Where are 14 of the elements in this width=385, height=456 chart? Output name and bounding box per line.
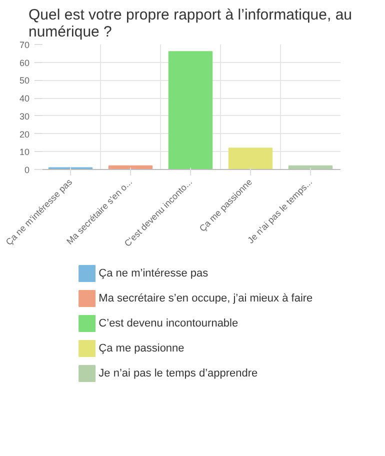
legend-label: Ma secrétaire s’en occupe, j’ai mieux à faire [98,292,313,304]
legend-label: Ça ne m’intéresse pas [98,268,209,280]
chart-title: Quel est votre propre rapport à l’informatique, au numérique ? [28,6,352,40]
y-tick-label: 10 [19,147,30,158]
y-tick-label: 20 [19,129,30,140]
y-tick-label: 30 [19,111,30,122]
y-tick-label: 60 [19,58,30,68]
legend-label: Je n’ai pas le temps d’apprendre [98,368,258,380]
legend-label: Ça me passionne [98,342,184,354]
y-tick-label: 70 [19,40,30,50]
y-tick-label: 40 [19,94,30,104]
y-tick-label: 50 [19,76,30,86]
legend-label: C’est devenu incontournable [98,318,238,330]
y-tick-label: 0 [24,165,30,175]
